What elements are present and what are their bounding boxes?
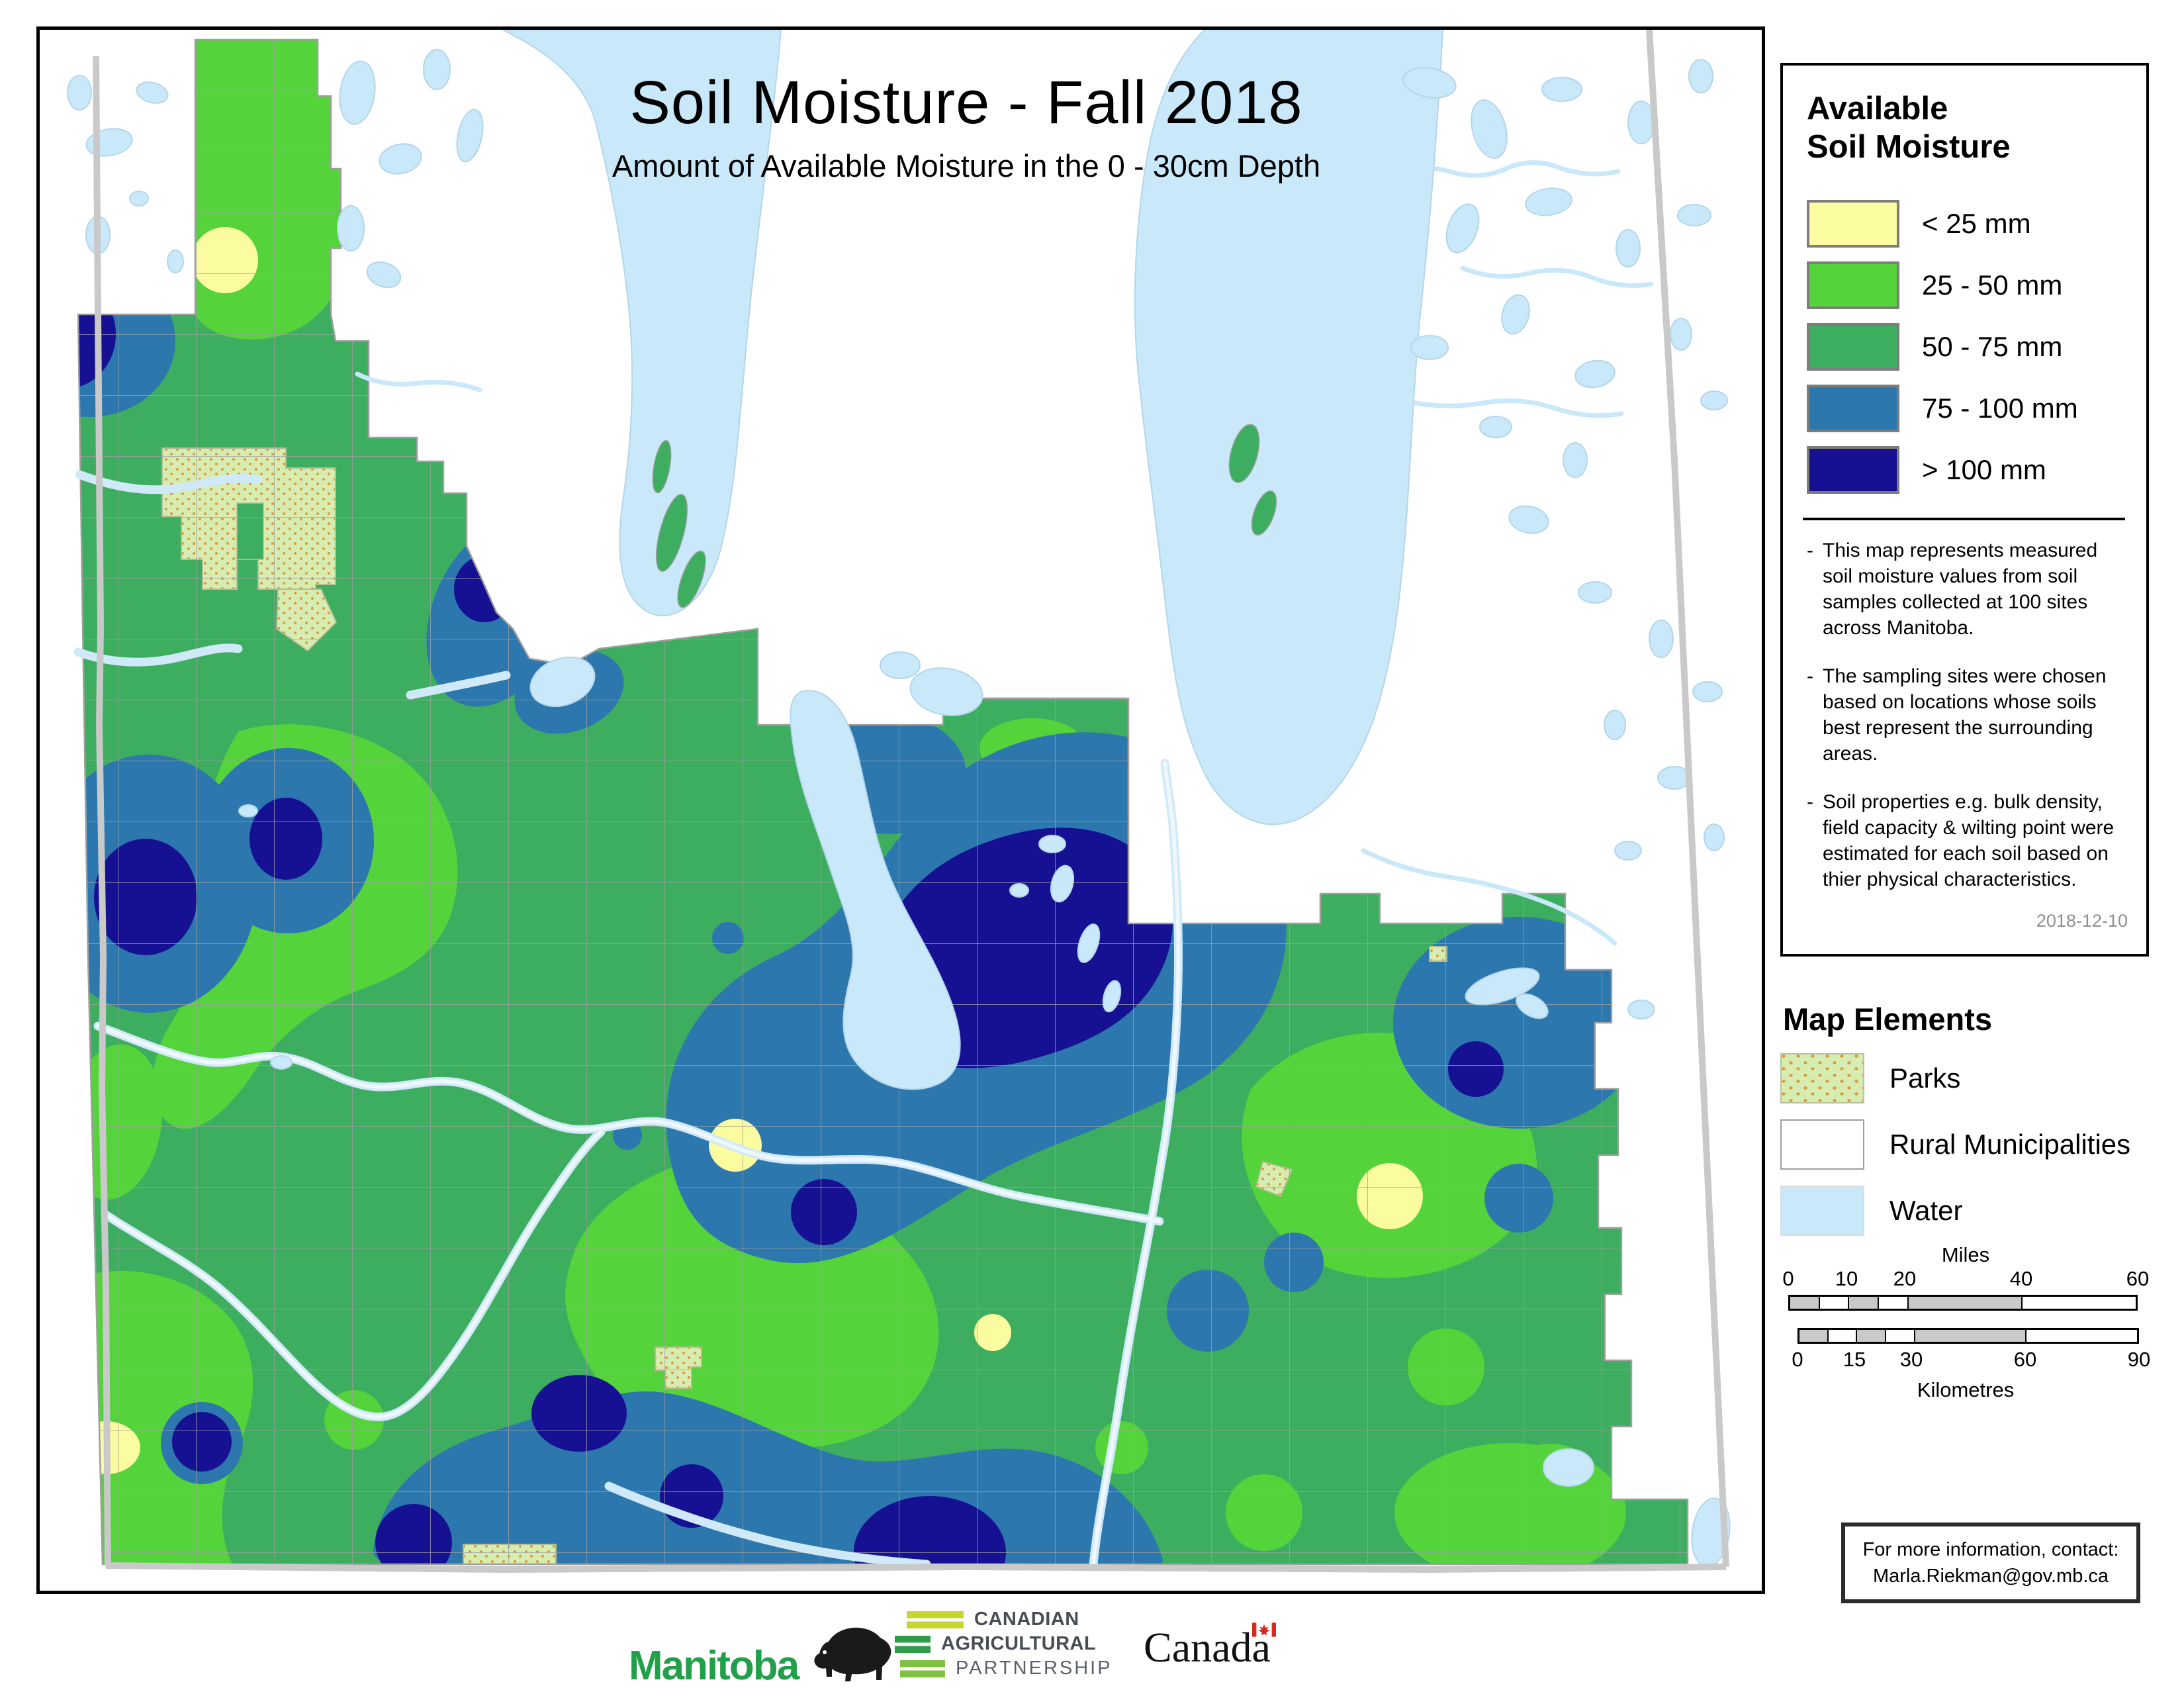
legend-item-lt25: < 25 mm <box>1807 193 2128 254</box>
provincial-borders <box>93 30 1729 1573</box>
map-elements-title: Map Elements <box>1783 1002 1993 1037</box>
legend-box: Available Soil Moisture < 25 mm 25 - 50 … <box>1780 63 2149 957</box>
note-2: - The sampling sites were chosen based o… <box>1807 665 2107 765</box>
cap-bar-lightgreen-icon <box>900 1660 945 1677</box>
cap-bar-yellowgreen-icon <box>907 1611 964 1628</box>
legend-item-gt100: > 100 mm <box>1807 439 2128 500</box>
scale-bars: Miles 0 10 20 40 60 0 15 30 60 90 Kilome… <box>1780 1243 2151 1402</box>
legend-date: 2018-12-10 <box>2036 911 2128 931</box>
map-elements-legend: Map Elements Parks Rural Municipalities … <box>1780 1001 2151 1236</box>
manitoba-logo: Manitoba <box>629 1620 904 1687</box>
legend-title: Available Soil Moisture <box>1807 91 2011 165</box>
swatch-25-50 <box>1807 261 1899 309</box>
contact-email: Marla.Riekman@gov.mb.ca <box>1872 1566 2109 1587</box>
legend-item-50-75: 50 - 75 mm <box>1807 316 2128 377</box>
bison-icon <box>814 1627 891 1681</box>
cap-bar-darkgreen-icon <box>895 1635 931 1653</box>
legend-notes: - This map represents measured soil mois… <box>1807 538 2128 892</box>
manitoba-logo-text: Manitoba <box>629 1643 799 1688</box>
legend-rows: < 25 mm 25 - 50 mm 50 - 75 mm 75 - 100 m… <box>1807 193 2128 500</box>
miles-label: Miles <box>1941 1243 1990 1266</box>
swatch-75-100 <box>1807 384 1899 432</box>
municipal-boundaries <box>78 40 1688 1564</box>
water-swatch <box>1780 1186 1864 1236</box>
miles-tick-labels: 0 10 20 40 60 <box>1782 1267 2150 1290</box>
lakes-layer <box>67 30 1731 1568</box>
map-element-rm: Rural Municipalities <box>1780 1119 2151 1170</box>
canada-flag-icon <box>1251 1622 1276 1637</box>
cap-row-1: CANADIAN <box>895 1607 1113 1632</box>
legend-item-25-50: 25 - 50 mm <box>1807 254 2128 316</box>
note-3: - Soil properties e.g. bulk density, fie… <box>1807 791 2115 890</box>
legend-item-75-100: 75 - 100 mm <box>1807 377 2128 439</box>
rural-municipalities-swatch <box>1780 1119 1864 1170</box>
kilometres-label: Kilometres <box>1917 1378 2015 1401</box>
rivers-layer <box>73 160 1654 1569</box>
contact-box: For more information, contact: Marla.Rie… <box>1841 1523 2140 1603</box>
map-title: Soil Moisture - Fall 2018 <box>629 69 1303 136</box>
miles-bar <box>1788 1295 2138 1311</box>
map-subtitle: Amount of Available Moisture in the 0 - … <box>612 148 1321 183</box>
manitoba-soil-moisture-map <box>67 30 1731 1573</box>
map-element-water: Water <box>1780 1186 2151 1236</box>
canada-wordmark-text: Canada <box>1144 1622 1276 1671</box>
note-1: - This map represents measured soil mois… <box>1807 539 2098 639</box>
canada-wordmark: Canada <box>1144 1622 1276 1672</box>
kilometres-bar <box>1797 1328 2139 1344</box>
contact-line: For more information, contact: <box>1862 1539 2119 1560</box>
map-frame: Soil Moisture - Fall 2018 Amount of Avai… <box>36 26 1765 1594</box>
zone-outline <box>77 38 1689 1566</box>
swatch-gt100 <box>1807 445 1899 494</box>
cap-row-3: PARTNERSHIP <box>895 1656 1113 1681</box>
lake-islands <box>652 424 1277 608</box>
map-element-parks: Parks <box>1780 1053 2151 1103</box>
swatch-50-75 <box>1807 322 1899 371</box>
km-tick-labels: 0 15 30 60 90 <box>1792 1348 2151 1371</box>
parks-swatch <box>1780 1053 1864 1103</box>
legend-divider <box>1803 518 2125 520</box>
canadian-agricultural-partnership-logo: CANADIAN AGRICULTURAL PARTNERSHIP <box>895 1607 1113 1681</box>
cap-row-2: AGRICULTURAL <box>895 1632 1113 1656</box>
swatch-lt25 <box>1807 199 1899 248</box>
